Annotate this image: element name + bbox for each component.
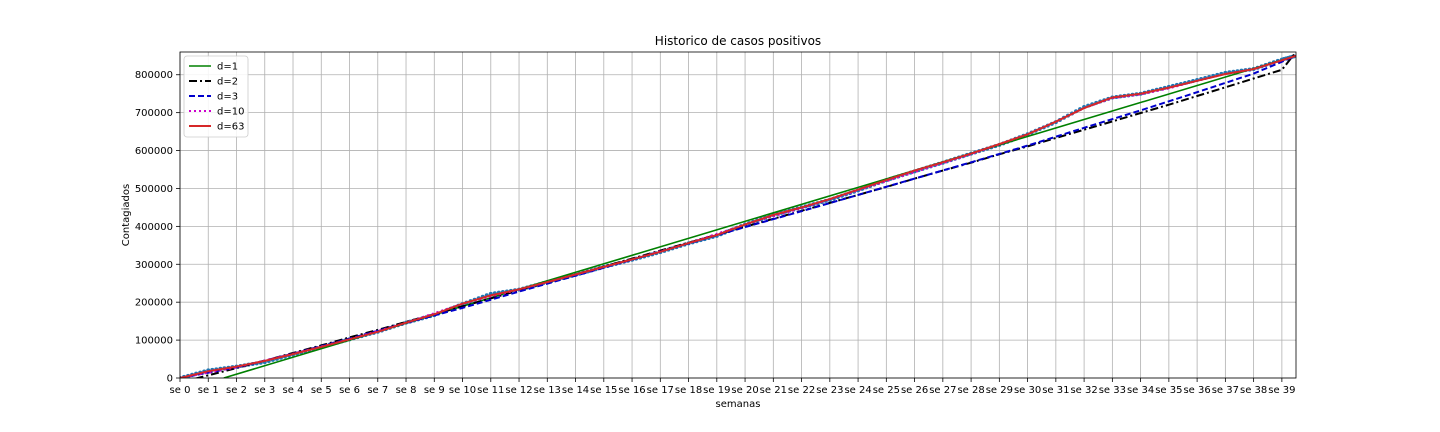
y-tick-label: 200000 — [135, 298, 173, 309]
y-tick-label: 700000 — [135, 108, 173, 119]
series-line-3 — [180, 54, 1296, 378]
legend-label: d=63 — [217, 122, 244, 133]
grid — [179, 52, 1296, 379]
x-ticks: se 0 se 1 se 2 se 3 se 4 se 5 se 6 se 7 se 8 se 9… — [170, 378, 1296, 396]
chart-title: Historico de casos positivos — [655, 34, 821, 48]
x-tick-label: se 16 — [618, 385, 645, 396]
x-tick-label: se 14 — [562, 385, 589, 396]
x-tick-label: se 21 — [760, 385, 787, 396]
x-tick-label: se 35 — [1155, 385, 1182, 396]
legend-box — [183, 55, 249, 138]
y-tick-label: 0 — [167, 374, 173, 385]
series-line-4 — [180, 54, 1296, 378]
x-tick-label: se 17 — [647, 385, 674, 396]
x-tick-label: se 34 — [1127, 385, 1154, 396]
x-tick-label: se 31 — [1042, 385, 1069, 396]
x-tick-label: se 13 — [534, 385, 561, 396]
x-tick-label: se 7 — [367, 385, 388, 396]
y-tick-label: 600000 — [135, 146, 173, 157]
legend: d=1 d=2 d=3 d=10 d=63 — [183, 55, 249, 138]
x-tick-label: se 25 — [873, 385, 900, 396]
x-tick-label: se 8 — [396, 385, 417, 396]
legend-label: d=10 — [217, 107, 244, 118]
x-tick-label: se 33 — [1099, 385, 1126, 396]
x-tick-label: se 15 — [590, 385, 617, 396]
x-tick-label: se 1 — [198, 385, 219, 396]
x-tick-label: se 6 — [339, 385, 360, 396]
x-tick-label: se 0 — [170, 385, 191, 396]
y-tick-label: 300000 — [135, 260, 173, 271]
x-tick-label: se 27 — [929, 385, 956, 396]
x-tick-label: se 2 — [226, 385, 247, 396]
y-axis-label: Contagiados — [121, 184, 132, 246]
series-lines — [180, 52, 1296, 378]
legend-label: d=2 — [217, 77, 238, 88]
x-tick-label: se 36 — [1183, 385, 1210, 396]
y-tick-label: 500000 — [135, 184, 173, 195]
y-tick-label: 400000 — [135, 222, 173, 233]
series-line-2 — [193, 52, 1296, 378]
x-tick-label: se 26 — [901, 385, 928, 396]
series-line-5 — [180, 54, 1296, 378]
observed-points — [180, 54, 1296, 378]
x-tick-label: se 32 — [1070, 385, 1097, 396]
x-tick-label: se 19 — [703, 385, 730, 396]
x-tick-label: se 5 — [311, 385, 332, 396]
x-tick-label: se 12 — [505, 385, 532, 396]
x-tick-label: se 24 — [844, 385, 871, 396]
x-tick-label: se 9 — [424, 385, 445, 396]
legend-label: d=1 — [217, 62, 238, 73]
x-tick-label: se 11 — [477, 385, 504, 396]
x-tick-label: se 23 — [816, 385, 843, 396]
x-tick-label: se 30 — [1014, 385, 1041, 396]
x-tick-label: se 29 — [986, 385, 1013, 396]
x-tick-label: se 4 — [283, 385, 304, 396]
x-tick-label: se 39 — [1268, 385, 1295, 396]
x-tick-label: se 10 — [449, 385, 476, 396]
y-tick-label: 800000 — [135, 70, 173, 81]
legend-label: d=3 — [217, 92, 238, 103]
x-tick-label: se 18 — [675, 385, 702, 396]
x-tick-label: se 20 — [731, 385, 758, 396]
x-axis-label: semanas — [716, 399, 761, 410]
x-tick-label: se 37 — [1212, 385, 1239, 396]
x-tick-label: se 22 — [788, 385, 815, 396]
x-tick-label: se 28 — [957, 385, 984, 396]
x-tick-label: se 38 — [1240, 385, 1267, 396]
y-ticks: 0 100000 200000 300000 400000 500000 600000 700… — [135, 70, 180, 385]
x-tick-label: se 3 — [254, 385, 275, 396]
plot-frame — [179, 51, 1297, 379]
y-tick-label: 100000 — [135, 336, 173, 347]
